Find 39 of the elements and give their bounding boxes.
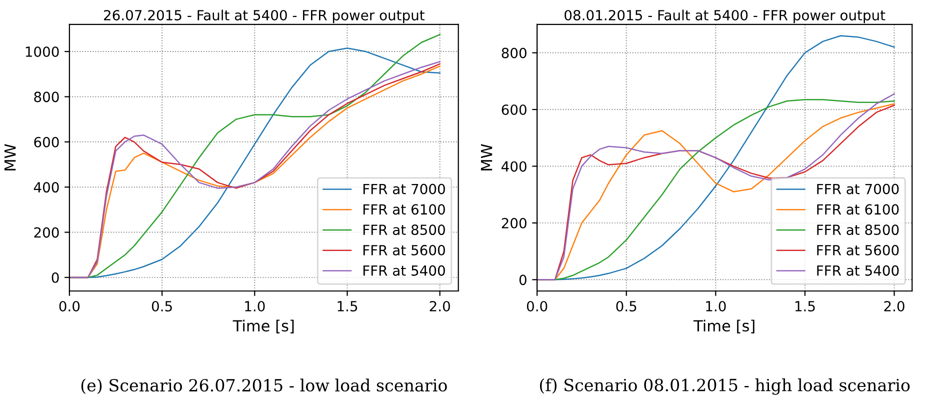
legend-label: FFR at 5400	[817, 265, 899, 276]
legend-label: FFR at 7000	[363, 184, 445, 194]
x-tick-label: 2.0	[430, 300, 450, 312]
x-tick-label: 1.5	[795, 301, 815, 312]
y-tick-label: 800	[34, 92, 59, 102]
legend-label: FFR at 5600	[363, 244, 445, 256]
y-tick-label: 200	[502, 218, 526, 228]
x-axis-title: Time [s]	[232, 320, 294, 334]
y-axis-title: MW	[480, 144, 492, 170]
legend-label: FFR at 8500	[363, 224, 445, 236]
legend-label: FFR at 6100	[817, 204, 899, 215]
y-tick-label: 600	[502, 104, 526, 115]
y-tick-label: 0	[519, 274, 526, 286]
x-tick-label: 1.0	[706, 300, 726, 312]
y-tick-label: 400	[502, 161, 526, 172]
legend-label: FFR at 6100	[363, 204, 445, 215]
chart-title: 08.01.2015 - Fault at 5400 - FFR power output	[564, 10, 886, 24]
text: (f) Scenario 08.01.2015 - high load scenario	[540, 378, 910, 395]
legend-label: FFR at 5600	[817, 244, 899, 256]
legend-label: FFR at 5400	[363, 265, 445, 276]
y-tick-label: 0	[52, 272, 59, 283]
y-tick-label: 1000	[26, 46, 59, 58]
x-tick-label: 0.5	[152, 300, 172, 312]
y-tick-label: 200	[34, 227, 59, 238]
x-tick-label: 0.0	[59, 300, 80, 312]
x-tick-label: 0.0	[526, 300, 548, 312]
x-tick-label: 2.0	[884, 300, 904, 312]
chart-title: 26.07.2015 - Fault at 5400 - FFR power output	[104, 10, 425, 24]
legend-label: FFR at 7000	[817, 184, 899, 194]
x-tick-label: 1.5	[338, 301, 358, 312]
y-tick-label: 800	[502, 48, 526, 58]
y-tick-label: 600	[34, 136, 59, 148]
legend-label: FFR at 8500	[817, 224, 899, 236]
y-axis-title: MW	[4, 144, 16, 170]
x-tick-label: 0.5	[616, 300, 636, 312]
text: (e) Scenario 26.07.2015 - low load scenario	[81, 378, 447, 394]
y-tick-label: 400	[34, 182, 59, 193]
x-axis-title: Time [s]	[693, 320, 754, 334]
x-tick-label: 1.0	[245, 300, 265, 312]
